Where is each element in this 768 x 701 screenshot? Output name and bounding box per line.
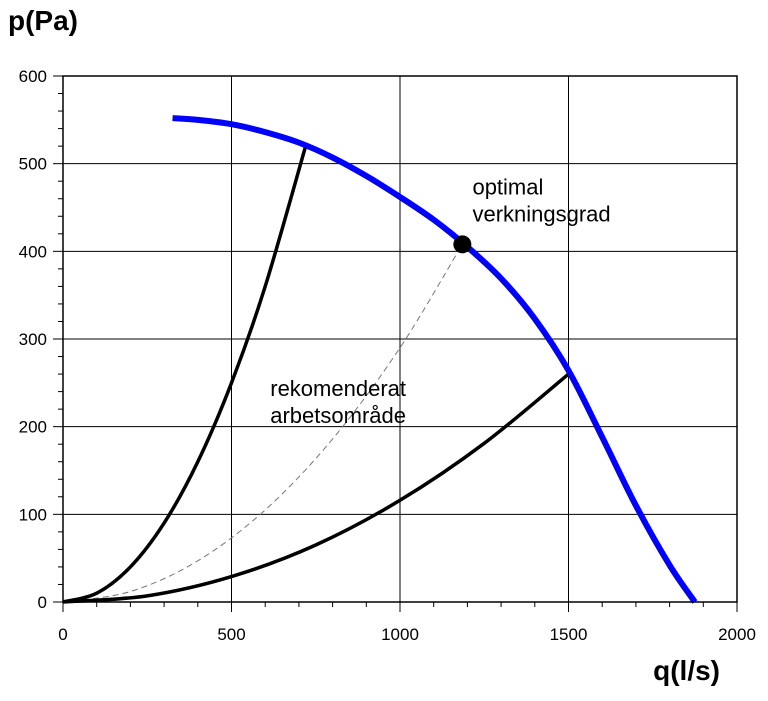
x-axis-title: q(l/s)	[653, 655, 720, 686]
annotation-text: arbetsområde	[270, 403, 406, 428]
plot-frame	[62, 75, 738, 603]
system-curve-lower-line	[62, 372, 570, 604]
points-layer	[453, 235, 472, 254]
x-tick-label: 0	[58, 625, 67, 644]
fan-curve-line	[172, 115, 698, 604]
x-tick-label: 500	[217, 625, 245, 644]
x-tick-label: 2000	[718, 625, 756, 644]
tick-labels: 0 500 1000 1500 2000 0 100 200 300 400 500 600	[19, 67, 756, 644]
y-axis-title: p(Pa)	[8, 5, 78, 36]
annotation-text: rekomenderat	[270, 376, 406, 401]
system-curve-upper-line	[62, 145, 308, 604]
y-tick-label: 100	[19, 505, 47, 524]
y-tick-label: 500	[19, 155, 47, 174]
annotation-text: verkningsgrad	[472, 201, 610, 226]
optimal-point-marker	[453, 235, 472, 254]
series-layer	[62, 115, 698, 604]
y-tick-label: 200	[19, 418, 47, 437]
annotation-text: optimal	[472, 174, 543, 199]
x-tick-label: 1500	[550, 625, 588, 644]
y-tick-label: 400	[19, 242, 47, 261]
minor-ticks	[53, 75, 738, 612]
x-tick-label: 1000	[381, 625, 419, 644]
y-tick-label: 600	[19, 67, 47, 86]
y-tick-label: 300	[19, 330, 47, 349]
y-tick-label: 0	[38, 593, 47, 612]
